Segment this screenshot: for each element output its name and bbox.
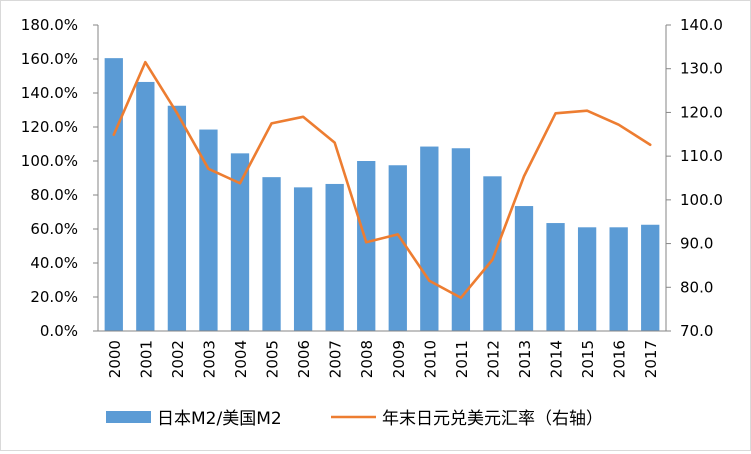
- left-tick-label: 140.0%: [21, 84, 78, 102]
- x-tick-label: 2001: [137, 340, 155, 378]
- x-tick-label: 2009: [390, 340, 408, 378]
- x-tick-label: 2017: [642, 340, 660, 378]
- x-tick-label: 2003: [200, 340, 218, 378]
- x-axis-ticks: 2000 2001 2002 2003 2004 2005 2006 2007 2008 2009…: [106, 340, 660, 378]
- bar-2013: [515, 206, 533, 331]
- left-tick-label: 120.0%: [21, 118, 78, 136]
- right-tick-label: 140.0: [680, 16, 723, 34]
- right-tick-label: 80.0: [680, 278, 713, 296]
- x-tick-label: 2000: [106, 340, 124, 378]
- bar-2017: [641, 225, 659, 331]
- left-tick-label: 160.0%: [21, 50, 78, 68]
- bar-2002: [168, 106, 186, 331]
- x-tick-label: 2014: [548, 340, 566, 378]
- x-tick-label: 2016: [611, 340, 629, 378]
- bar-2009: [389, 165, 407, 331]
- x-tick-label: 2008: [358, 340, 376, 378]
- legend-label-m2-ratio: 日本M2/美国M2: [157, 409, 282, 429]
- bar-2007: [326, 184, 344, 331]
- bar-2010: [420, 147, 438, 331]
- right-tick-label: 70.0: [680, 322, 713, 340]
- x-tick-label: 2012: [484, 340, 502, 378]
- left-tick-label: 60.0%: [30, 220, 78, 238]
- x-tick-label: 2005: [264, 340, 282, 378]
- left-axis-ticks: 0.0% 20.0% 40.0% 60.0% 80.0% 100.0% 120.0% 140.…: [21, 16, 98, 340]
- x-tick-label: 2013: [516, 340, 534, 378]
- x-tick-label: 2004: [232, 340, 250, 378]
- bar-series: [105, 58, 660, 331]
- x-tick-label: 2015: [579, 340, 597, 378]
- left-tick-label: 40.0%: [30, 254, 78, 272]
- right-tick-label: 130.0: [680, 60, 723, 78]
- line-series: [114, 62, 650, 298]
- bar-2014: [546, 223, 564, 331]
- left-tick-label: 0.0%: [40, 322, 78, 340]
- left-tick-label: 180.0%: [21, 16, 78, 34]
- bar-2008: [357, 161, 375, 331]
- x-tick-label: 2007: [327, 340, 345, 378]
- left-tick-label: 80.0%: [30, 186, 78, 204]
- x-tick-label: 2006: [295, 340, 313, 378]
- bar-2016: [610, 227, 628, 331]
- legend: 日本M2/美国M2 年末日元兑美元汇率（右轴）: [106, 409, 603, 429]
- right-axis-ticks: 70.0 80.0 90.0 100.0 110.0 120.0 130.0 140.0: [666, 16, 723, 340]
- bar-2012: [483, 176, 501, 331]
- left-tick-label: 20.0%: [30, 288, 78, 306]
- x-tick-label: 2002: [169, 340, 187, 378]
- exchange-rate-line: [114, 62, 650, 298]
- x-tick-label: 2011: [453, 340, 471, 378]
- bar-2000: [105, 58, 123, 331]
- bar-2011: [452, 148, 470, 331]
- bar-2005: [262, 177, 280, 331]
- right-tick-label: 110.0: [680, 147, 723, 165]
- legend-swatch-m2-ratio: [106, 411, 151, 423]
- bar-2006: [294, 187, 312, 331]
- x-tick-label: 2010: [421, 340, 439, 378]
- right-tick-label: 120.0: [680, 103, 723, 121]
- bar-2015: [578, 227, 596, 331]
- right-tick-label: 90.0: [680, 235, 713, 253]
- left-tick-label: 100.0%: [21, 152, 78, 170]
- legend-label-exchange-rate: 年末日元兑美元汇率（右轴）: [382, 409, 603, 429]
- right-tick-label: 100.0: [680, 191, 723, 209]
- bar-2001: [136, 82, 154, 331]
